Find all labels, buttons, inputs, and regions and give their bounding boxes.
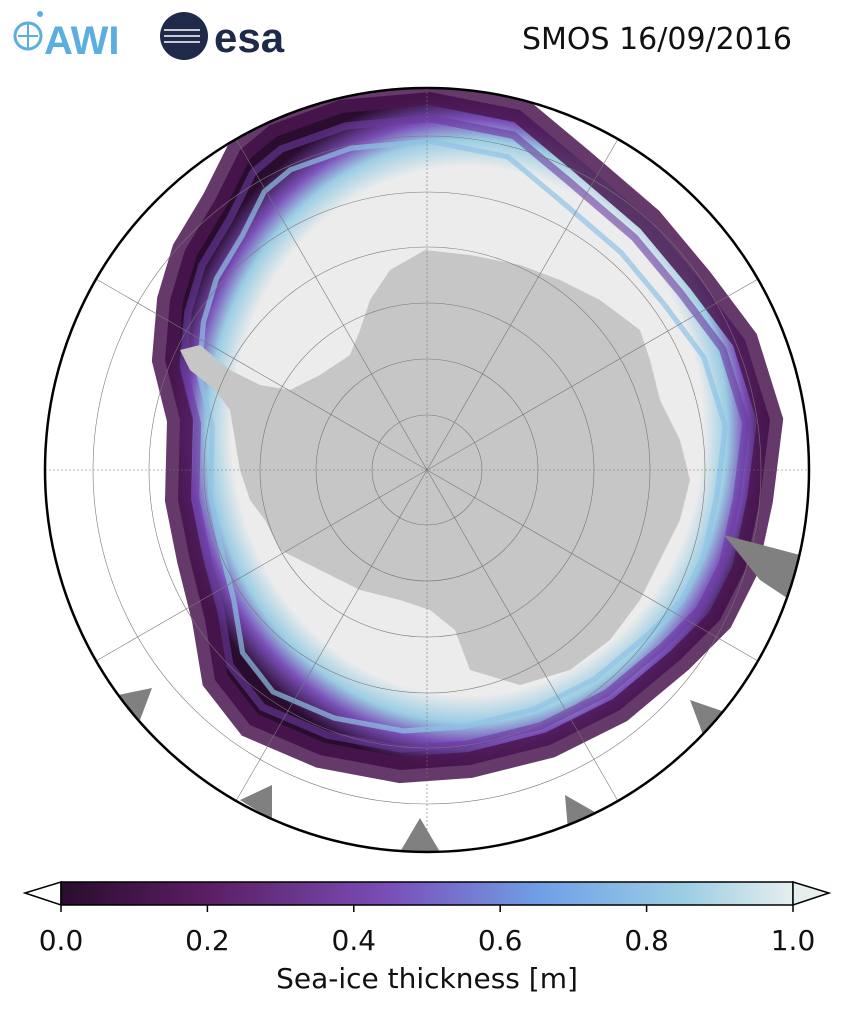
awi-logo: AWI xyxy=(13,11,120,63)
colorbar-extend-max xyxy=(792,880,832,907)
map-disk xyxy=(45,88,809,852)
colorbar-extend-min xyxy=(22,880,62,907)
colorbar-tick-label: 0.0 xyxy=(38,924,84,957)
colorbar-label: Sea-ice thickness [m] xyxy=(276,962,578,995)
polar-map xyxy=(43,86,811,854)
graticule xyxy=(45,88,809,852)
colorbar-tick-label: 0.4 xyxy=(331,924,377,957)
map-title: SMOS 16/09/2016 xyxy=(521,22,792,57)
colorbar-tick-label: 0.6 xyxy=(477,924,523,957)
missing-data xyxy=(400,818,440,852)
missing-data xyxy=(724,535,800,600)
antarctica-land xyxy=(180,250,690,685)
colorbar-gradient xyxy=(60,881,794,906)
esa-logo-text: esa xyxy=(214,14,285,61)
missing-data xyxy=(240,785,272,820)
colorbar-tick-label: 0.8 xyxy=(624,924,669,957)
missing-data xyxy=(118,688,152,720)
colorbar-tick-label: 1.0 xyxy=(770,924,816,957)
colorbar-ticks xyxy=(60,905,794,912)
colorbar-tick-label: 0.2 xyxy=(185,924,230,957)
awi-logo-text: AWI xyxy=(44,19,120,63)
logos: AWI esa xyxy=(13,11,285,63)
map-boundary xyxy=(43,86,811,854)
colorbar xyxy=(22,880,832,912)
missing-data xyxy=(690,700,725,740)
missing-data xyxy=(565,795,600,830)
esa-logo: esa xyxy=(160,12,285,61)
